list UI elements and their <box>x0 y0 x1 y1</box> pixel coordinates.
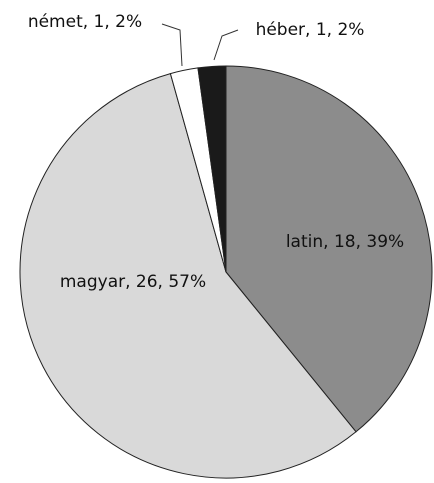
leader-line <box>213 29 239 61</box>
leader-line <box>161 23 183 67</box>
pie-slice <box>19 73 357 479</box>
data-label: német, 1, 2% <box>28 12 142 32</box>
data-label: magyar, 26, 57% <box>60 272 206 292</box>
data-label: héber, 1, 2% <box>256 20 365 40</box>
data-label: latin, 18, 39% <box>286 232 404 252</box>
pie-slice <box>225 65 433 433</box>
pie-slice <box>197 65 227 273</box>
